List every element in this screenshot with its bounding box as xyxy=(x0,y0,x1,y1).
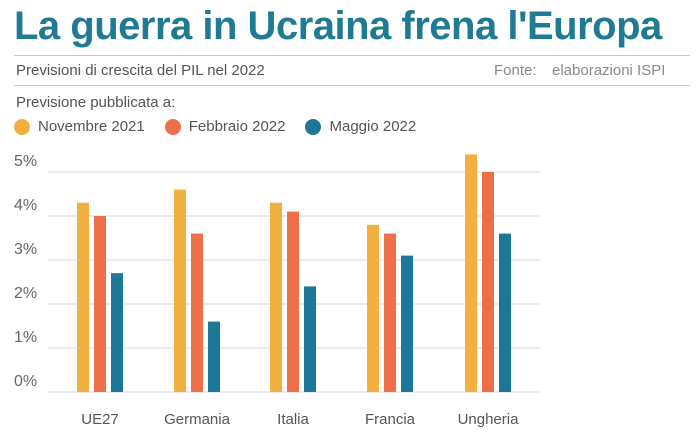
y-tick-label: 2% xyxy=(14,285,37,302)
legend-item-2: Febbraio 2022 xyxy=(164,118,286,135)
x-tick-label: Ungheria xyxy=(458,411,520,428)
y-tick-label: 3% xyxy=(14,241,37,258)
bar-francia-3 xyxy=(401,255,413,392)
legend-item-3: Maggio 2022 xyxy=(305,118,416,135)
y-tick-label: 4% xyxy=(14,197,37,214)
x-tick-label: UE27 xyxy=(81,411,119,428)
bar-ungheria-1 xyxy=(465,154,477,392)
y-tick-label: 0% xyxy=(14,373,37,390)
legend-item-1: Novembre 2021 xyxy=(14,118,145,135)
bar-ungheria-2 xyxy=(482,172,494,392)
bar-francia-1 xyxy=(367,224,379,392)
bar-ue27-3 xyxy=(111,273,123,392)
bar-germania-2 xyxy=(191,233,203,392)
bar-ue27-2 xyxy=(94,216,106,392)
bar-ungheria-3 xyxy=(499,233,511,392)
x-tick-label: Italia xyxy=(277,411,309,428)
subtitle-divider xyxy=(14,85,690,86)
bar-germania-1 xyxy=(174,189,186,392)
title-divider xyxy=(14,55,690,56)
source-label: Fonte: xyxy=(494,62,537,79)
x-tick-label: Germania xyxy=(164,411,231,428)
y-tick-label: 1% xyxy=(14,329,37,346)
chart-subtitle: Previsioni di crescita del PIL nel 2022 xyxy=(16,62,265,79)
legend-label: Maggio 2022 xyxy=(329,118,417,135)
bar-italia-2 xyxy=(287,211,299,392)
legend-swatch xyxy=(164,118,181,135)
x-tick-label: Francia xyxy=(365,411,416,428)
legend-label: Febbraio 2022 xyxy=(188,118,286,135)
chart-title: La guerra in Ucraina frena l'Europa xyxy=(14,4,662,48)
bar-ue27-1 xyxy=(77,202,89,392)
bar-germania-3 xyxy=(208,321,220,392)
y-tick-label: 5% xyxy=(14,153,37,170)
bar-italia-3 xyxy=(304,286,316,392)
legend-title: Previsione pubblicata a: xyxy=(16,94,176,111)
chart-legend: Novembre 2021 Febbraio 2022 Maggio 2022 xyxy=(14,118,436,135)
legend-swatch xyxy=(14,118,30,135)
source-value: elaborazioni ISPI xyxy=(552,62,666,79)
bar-italia-1 xyxy=(270,202,282,392)
legend-swatch xyxy=(305,118,322,135)
legend-label: Novembre 2021 xyxy=(38,118,145,135)
bar-francia-2 xyxy=(384,233,396,392)
